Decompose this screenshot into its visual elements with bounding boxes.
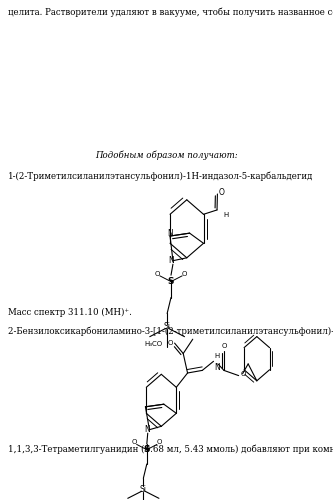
- Text: целита. Растворители удаляют в вакууме, чтобы получить названное соединение в ви: целита. Растворители удаляют в вакууме, …: [8, 8, 333, 17]
- Text: S: S: [168, 277, 174, 286]
- Text: 2-Бензилоксикарбониламино-3-[1-(2-триметилсиланилэтансульфонил)-1H-индол-5-ил]-а: 2-Бензилоксикарбониламино-3-[1-(2-тримет…: [8, 326, 333, 336]
- Text: Si: Si: [140, 484, 147, 494]
- Text: H: H: [214, 353, 219, 359]
- Text: Подобным образом получают:: Подобным образом получают:: [95, 151, 238, 160]
- Text: H: H: [223, 212, 228, 218]
- Text: O: O: [240, 371, 246, 377]
- Text: O: O: [132, 440, 138, 446]
- Text: 1,1,3,3-Тетраметилгуанидин (0.68 мл, 5.43 ммоль) добавляют при комнатной темпера: 1,1,3,3-Тетраметилгуанидин (0.68 мл, 5.4…: [8, 444, 333, 454]
- Text: N: N: [145, 425, 150, 434]
- Text: O: O: [219, 188, 225, 197]
- Text: N: N: [214, 363, 220, 372]
- Text: N: N: [167, 229, 173, 238]
- Text: O: O: [155, 272, 160, 278]
- Text: Масс спектр 311.10 (МН)⁺.: Масс спектр 311.10 (МН)⁺.: [8, 308, 132, 316]
- Text: N: N: [168, 256, 174, 265]
- Text: O: O: [182, 272, 187, 278]
- Text: Si: Si: [164, 322, 170, 331]
- Text: S: S: [144, 445, 150, 454]
- Text: O: O: [167, 340, 173, 346]
- Text: O: O: [156, 440, 162, 446]
- Text: H₃CO: H₃CO: [144, 342, 163, 347]
- Text: O: O: [221, 343, 227, 349]
- Text: 1-(2-Триметилсиланилэтансульфонил)-1H-индазол-5-карбальдегид: 1-(2-Триметилсиланилэтансульфонил)-1H-ин…: [8, 172, 314, 181]
